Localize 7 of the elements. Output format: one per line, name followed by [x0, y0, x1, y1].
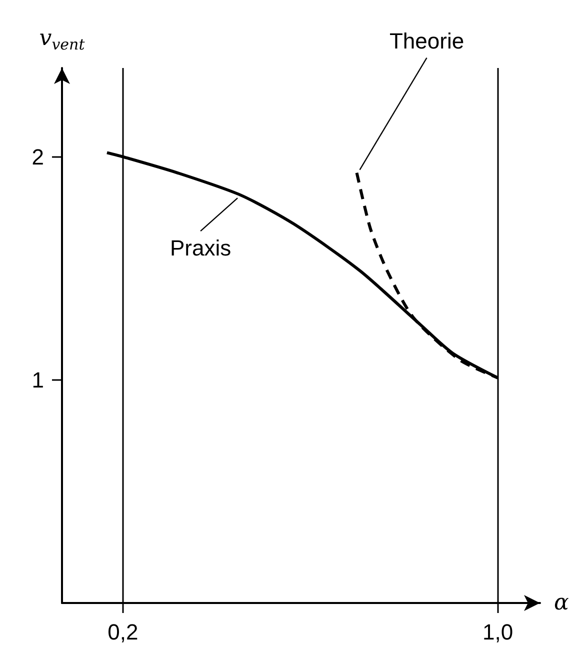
legend-label: Praxis: [170, 236, 232, 261]
x-axis-title: α: [554, 590, 569, 616]
y-tick-label: 1: [32, 368, 44, 393]
text: Theorie: [389, 28, 464, 54]
x-tick-label: 0,2: [108, 620, 138, 644]
x-tick-label: 1,0: [482, 620, 514, 644]
y-tick-label: 2: [32, 144, 44, 170]
